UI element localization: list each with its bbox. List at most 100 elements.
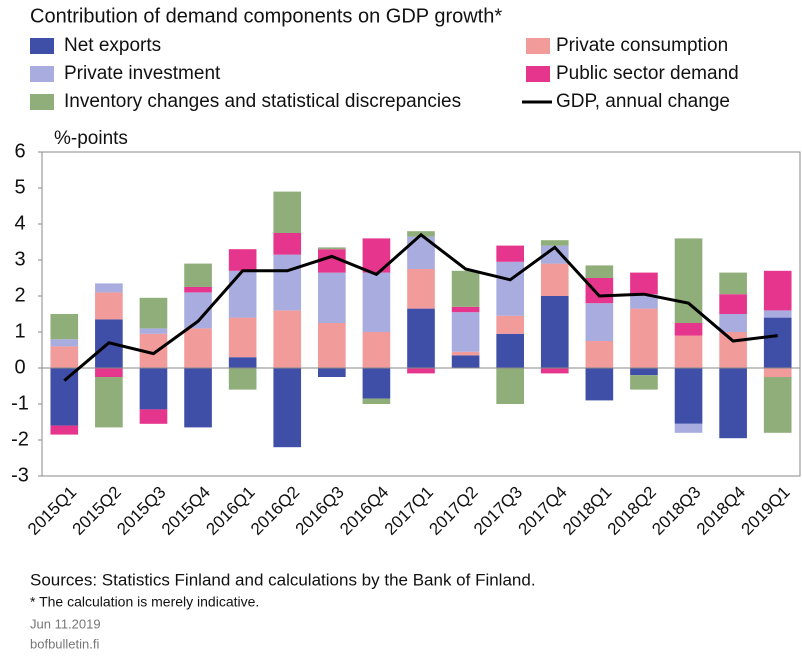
- bar: [496, 245, 524, 262]
- y-axis-label: %-points: [54, 128, 128, 149]
- bar: [630, 272, 658, 295]
- bar: [496, 261, 524, 316]
- bar: [630, 368, 658, 376]
- bar: [362, 272, 391, 332]
- bar: [719, 294, 747, 314]
- x-tick-label: 2015Q2: [69, 483, 125, 539]
- x-tick-label: 2015Q1: [24, 483, 80, 539]
- x-tick-label: 2018Q2: [604, 483, 660, 539]
- bar: [763, 310, 792, 318]
- bar: [318, 272, 346, 323]
- bar: [763, 368, 792, 377]
- bar: [228, 270, 257, 318]
- bar: [95, 283, 123, 293]
- bar: [50, 339, 79, 347]
- bar: [674, 238, 703, 323]
- bar: [630, 375, 658, 390]
- x-tick-label: 2017Q1: [381, 483, 437, 539]
- chart-title: Contribution of demand components on GDP…: [30, 5, 502, 27]
- bar: [318, 247, 346, 250]
- bar: [362, 368, 391, 399]
- bar: [763, 270, 792, 311]
- legend-label: Private investment: [64, 63, 221, 84]
- x-tick-label: 2017Q2: [425, 483, 481, 539]
- bar: [496, 368, 524, 404]
- bar: [184, 328, 212, 368]
- bar: [585, 265, 614, 278]
- bar: [585, 278, 614, 304]
- bar: [407, 368, 435, 374]
- x-tick-label: 2015Q3: [113, 483, 169, 539]
- plot-frame: [41, 151, 801, 477]
- bar: [362, 332, 391, 368]
- y-tick-label: 6: [14, 140, 25, 162]
- sources: Sources: Statistics Finland and calculat…: [30, 570, 536, 589]
- bar: [95, 377, 123, 428]
- bar: [273, 191, 302, 233]
- bar: [451, 355, 480, 368]
- bar: [273, 254, 302, 311]
- bar: [139, 297, 168, 329]
- bar: [451, 270, 480, 307]
- x-tick-label: 2018Q1: [559, 483, 615, 539]
- bar: [407, 269, 435, 309]
- bar: [273, 233, 302, 255]
- legend-label: Net exports: [64, 35, 161, 56]
- bar: [763, 317, 792, 368]
- legend-label: Private consumption: [556, 35, 728, 56]
- bar: [95, 368, 123, 377]
- bar: [451, 312, 480, 352]
- bar: [540, 263, 569, 296]
- bar: [95, 292, 123, 320]
- bar: [139, 368, 168, 410]
- bar: [318, 249, 346, 273]
- bar: [763, 377, 792, 433]
- bar: [540, 296, 569, 368]
- x-tick-label: 2016Q1: [202, 483, 258, 539]
- legend-label: Public sector demand: [556, 63, 739, 84]
- y-tick-label: 4: [14, 212, 25, 234]
- bar: [50, 346, 79, 368]
- bar: [496, 333, 524, 368]
- bar: [496, 315, 524, 334]
- legend-swatch: [30, 66, 54, 82]
- bar: [362, 398, 391, 404]
- x-tick-label: 2018Q3: [648, 483, 704, 539]
- x-tick-label: 2016Q2: [247, 483, 303, 539]
- x-tick-label: 2019Q1: [737, 483, 793, 539]
- bar: [674, 335, 703, 368]
- legend-swatch: [30, 94, 54, 110]
- bar: [50, 368, 79, 426]
- legend-swatch: [526, 38, 550, 54]
- bar: [451, 306, 480, 313]
- bar: [451, 351, 480, 356]
- bar: [585, 368, 614, 401]
- x-tick-label: 2017Q4: [515, 483, 571, 539]
- bar: [540, 368, 569, 374]
- x-tick-label: 2016Q4: [336, 483, 392, 539]
- legend-swatch: [30, 38, 54, 54]
- bar: [318, 323, 346, 368]
- gdp-line: [63, 232, 778, 382]
- bar: [228, 249, 257, 271]
- bar: [139, 328, 168, 334]
- y-tick-label: -3: [11, 464, 29, 486]
- y-tick-label: 1: [14, 320, 25, 342]
- bar: [719, 332, 747, 368]
- legend-label: Inventory changes and statistical discre…: [64, 91, 461, 112]
- bar: [139, 409, 168, 424]
- bar: [273, 368, 302, 448]
- y-tick-label: 3: [14, 248, 25, 270]
- bar: [630, 308, 658, 368]
- x-tick-label: 2016Q3: [292, 483, 348, 539]
- bar: [50, 314, 79, 340]
- x-tick-label: 2018Q4: [693, 483, 749, 539]
- y-tick-label: -1: [11, 392, 29, 414]
- y-tick-label: 2: [14, 284, 25, 306]
- bar: [184, 368, 212, 428]
- bar: [540, 240, 569, 246]
- x-tick-label: 2017Q3: [470, 483, 526, 539]
- bar: [585, 303, 614, 341]
- y-tick-label: -2: [11, 428, 29, 450]
